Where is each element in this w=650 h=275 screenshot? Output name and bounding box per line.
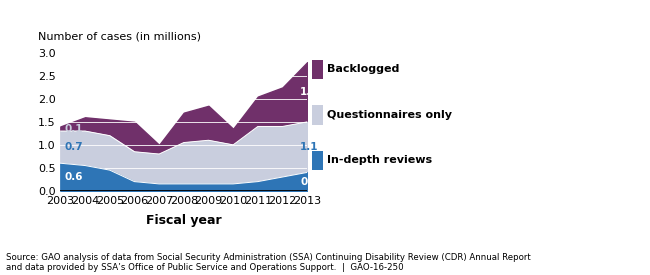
Text: 0.1: 0.1 (64, 124, 83, 134)
FancyBboxPatch shape (312, 60, 323, 79)
Text: 0.4: 0.4 (300, 177, 319, 187)
Text: 1.3: 1.3 (300, 87, 318, 97)
Text: Backlogged: Backlogged (327, 64, 399, 75)
Text: 1.1: 1.1 (300, 142, 318, 152)
FancyBboxPatch shape (312, 151, 323, 170)
X-axis label: Fiscal year: Fiscal year (146, 214, 222, 227)
Text: 0.7: 0.7 (64, 142, 83, 152)
Text: Number of cases (in millions): Number of cases (in millions) (38, 32, 201, 42)
Text: 0.6: 0.6 (64, 172, 83, 182)
Text: In-depth reviews: In-depth reviews (327, 155, 432, 166)
Text: Questionnaires only: Questionnaires only (327, 110, 452, 120)
Text: Source: GAO analysis of data from Social Security Administration (SSA) Continuin: Source: GAO analysis of data from Social… (6, 253, 531, 272)
FancyBboxPatch shape (312, 105, 323, 125)
